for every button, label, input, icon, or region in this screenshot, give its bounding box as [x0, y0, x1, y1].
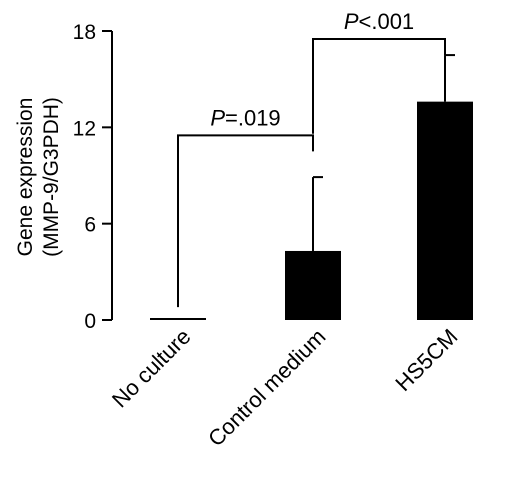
- significance-bracket: [177, 134, 314, 308]
- p-symbol: P: [344, 9, 359, 34]
- p-value-label: P<.001: [344, 9, 414, 34]
- y-axis-title-line1: Gene expression: [14, 98, 37, 257]
- error-bars: [312, 54, 455, 251]
- category-label: HS5CM: [390, 324, 462, 396]
- bar: [285, 250, 341, 320]
- y-tick-label: 12: [73, 117, 96, 140]
- p-symbol: P: [210, 105, 225, 130]
- y-axis-title: Gene expression (MMP-9/G3PDH): [14, 97, 63, 257]
- bars: [150, 101, 473, 321]
- p-value: =.019: [225, 105, 281, 130]
- y-tick-label: 6: [84, 214, 96, 237]
- bar: [150, 318, 206, 320]
- p-value: <.001: [359, 9, 415, 34]
- p-value-label: P=.019: [210, 105, 280, 130]
- category-labels: No culture Control medium HS5CM: [107, 324, 463, 451]
- bar: [417, 101, 473, 321]
- y-axis-title-line2: (MMP-9/G3PDH): [40, 97, 63, 257]
- category-label: Control medium: [203, 324, 330, 451]
- y-tick-label: 0: [84, 310, 96, 333]
- significance-bracket: [312, 38, 446, 134]
- y-axis: 0 6 12 18: [73, 21, 113, 333]
- category-label: No culture: [107, 324, 196, 413]
- y-tick-label: 18: [73, 21, 96, 44]
